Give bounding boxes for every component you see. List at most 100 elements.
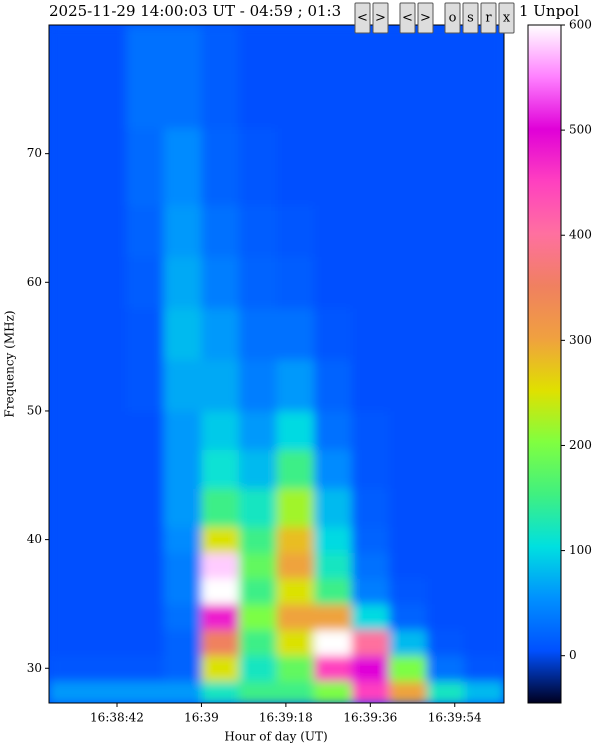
- button-label: s: [467, 11, 474, 26]
- heatmap-cell: [314, 359, 353, 412]
- heatmap-cell: [163, 449, 202, 489]
- colorbar-tick-label: 100: [569, 543, 592, 557]
- heatmap-cell: [351, 603, 390, 631]
- heatmap-cell: [49, 127, 90, 206]
- heatmap-cell: [49, 526, 90, 553]
- heatmap-cell: [389, 308, 428, 360]
- y-tick-label: 70: [27, 146, 42, 160]
- heatmap-cell: [351, 256, 390, 309]
- heatmap-cell: [389, 578, 428, 605]
- heatmap-cell: [49, 205, 90, 258]
- heatmap-cell: [314, 655, 353, 682]
- heatmap-cell: [464, 629, 504, 656]
- heatmap-cell: [201, 256, 240, 309]
- heatmap-cell: [88, 127, 127, 206]
- heatmap-cell: [163, 256, 202, 309]
- toolbar-button[interactable]: s: [462, 2, 479, 34]
- colorbar-tick-label: 500: [569, 123, 592, 137]
- heatmap-cell: [49, 655, 90, 682]
- x-tick-label: 16:38:42: [90, 711, 144, 725]
- heatmap-cell: [201, 578, 240, 605]
- heatmap-cell: [49, 359, 90, 412]
- y-tick-label: 60: [27, 275, 42, 289]
- heatmap-cell: [276, 449, 315, 489]
- heatmap-cell: [238, 629, 277, 656]
- button-label: <: [357, 11, 368, 26]
- heatmap-cell: [426, 488, 465, 528]
- heatmap-cell: [389, 629, 428, 656]
- toolbar-button[interactable]: r: [480, 2, 497, 34]
- heatmap-cell: [426, 359, 465, 412]
- button-frame: [417, 2, 434, 34]
- heatmap-cell: [126, 308, 165, 360]
- heatmap-cell: [49, 552, 90, 579]
- heatmap-cell: [49, 681, 90, 703]
- heatmap-cell: [464, 655, 504, 682]
- y-tick-label: 30: [27, 661, 42, 675]
- heatmap-cell: [314, 526, 353, 553]
- heatmap-cell: [314, 603, 353, 631]
- heatmap-cell: [88, 552, 127, 579]
- button-frame: [480, 2, 497, 34]
- heatmap-cell: [464, 256, 504, 309]
- heatmap-cell: [276, 526, 315, 553]
- heatmap-cell: [163, 25, 202, 129]
- button-frame: [444, 2, 461, 34]
- heatmap-cell: [426, 410, 465, 451]
- heatmap-cell: [426, 25, 465, 129]
- heatmap-cell: [389, 410, 428, 451]
- heatmap-cell: [49, 256, 90, 309]
- heatmap-cell: [238, 488, 277, 528]
- y-tick-label: 50: [27, 403, 42, 417]
- heatmap-cell: [276, 629, 315, 656]
- heatmap-cell: [163, 526, 202, 553]
- heatmap-cell: [426, 629, 465, 656]
- heatmap-cell: [49, 449, 90, 489]
- colorbar: [527, 24, 562, 704]
- heatmap-cell: [126, 488, 165, 528]
- heatmap-cell: [88, 256, 127, 309]
- heatmap-cell: [238, 359, 277, 412]
- heatmap-cell: [238, 449, 277, 489]
- toolbar-button[interactable]: <: [399, 2, 416, 34]
- heatmap-cell: [201, 655, 240, 682]
- heatmap-cell: [426, 256, 465, 309]
- x-tick-label: 16:39:18: [259, 711, 313, 725]
- heatmap-cell: [238, 410, 277, 451]
- toolbar-button[interactable]: x: [498, 2, 515, 34]
- heatmap-cell: [389, 552, 428, 579]
- toolbar-button[interactable]: <: [354, 2, 371, 34]
- toolbar-button[interactable]: >: [372, 2, 389, 34]
- heatmap-cell: [126, 127, 165, 206]
- heatmap-cell: [88, 603, 127, 631]
- heatmap-cell: [126, 205, 165, 258]
- heatmap-cell: [88, 449, 127, 489]
- chart-title: 2025-11-29 14:00:03 UT - 04:59 ; 01:3: [49, 2, 341, 20]
- heatmap-cell: [314, 25, 353, 129]
- x-tick-label: 16:39: [184, 711, 219, 725]
- heatmap-cell: [464, 449, 504, 489]
- heatmap-cells: [49, 25, 504, 703]
- heatmap-cell: [389, 488, 428, 528]
- heatmap-cell: [314, 629, 353, 656]
- heatmap-cell: [126, 25, 165, 129]
- heatmap-cell: [126, 449, 165, 489]
- y-tick-label: 40: [27, 532, 42, 546]
- heatmap-cell: [351, 205, 390, 258]
- heatmap-cell: [426, 308, 465, 360]
- heatmap-cell: [351, 127, 390, 206]
- toolbar-button[interactable]: >: [417, 2, 434, 34]
- heatmap-cell: [201, 526, 240, 553]
- heatmap-cell: [126, 256, 165, 309]
- heatmap-cell: [201, 359, 240, 412]
- heatmap-cell: [314, 308, 353, 360]
- x-tick-label: 16:39:54: [428, 711, 482, 725]
- heatmap-cell: [238, 256, 277, 309]
- heatmap-cell: [88, 681, 127, 703]
- heatmap-cell: [389, 25, 428, 129]
- heatmap-cell: [351, 526, 390, 553]
- heatmap-cell: [126, 681, 165, 703]
- toolbar-button[interactable]: o: [444, 2, 461, 34]
- heatmap-cell: [49, 629, 90, 656]
